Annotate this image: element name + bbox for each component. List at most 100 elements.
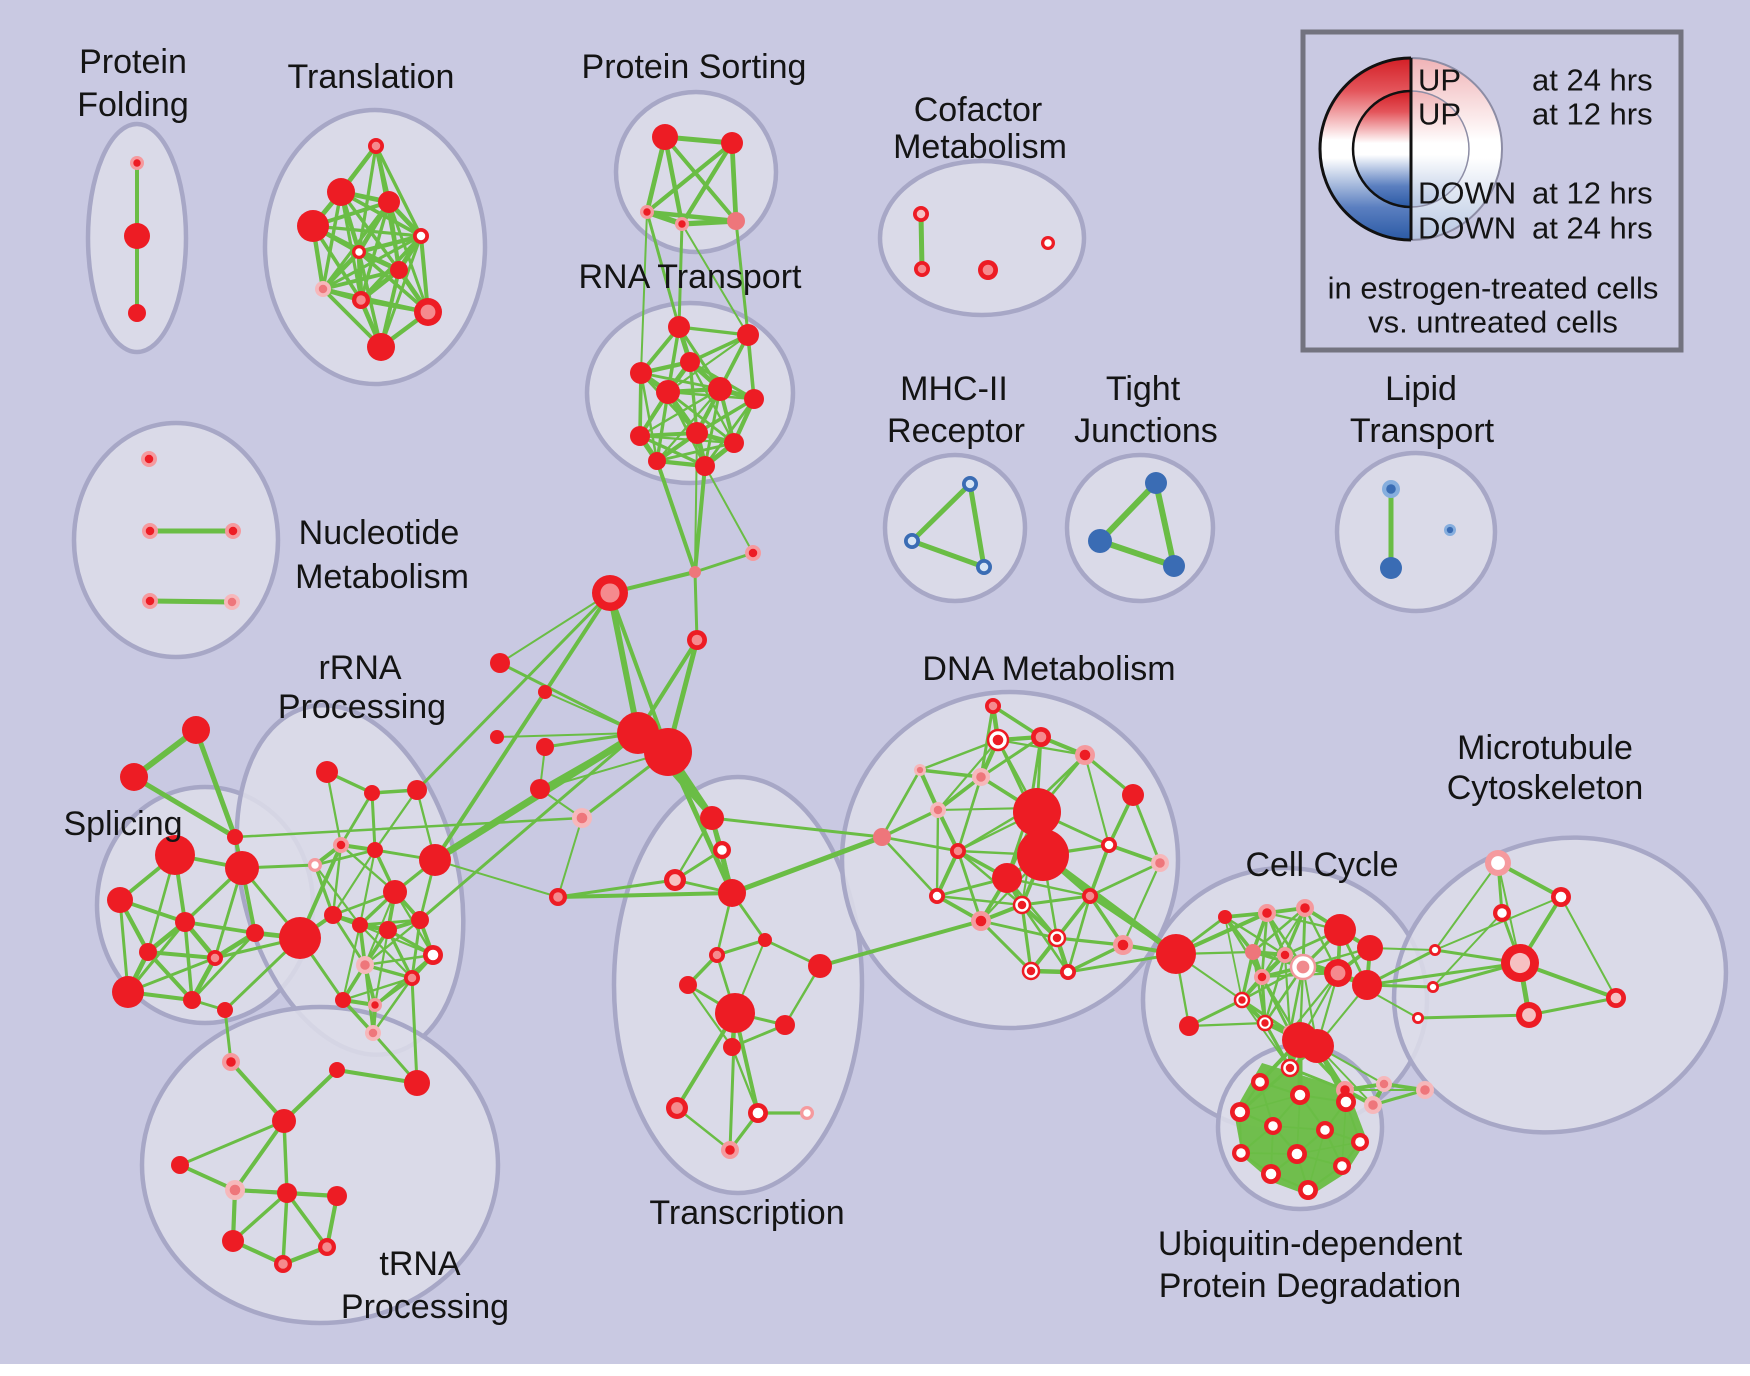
mhc-ii-receptor-edge [909,538,987,570]
translation-edge [379,234,423,349]
connectors-node-7 [538,685,552,699]
cofactor-metabolism-node-2 [978,260,998,280]
dna-metabolism-node-23 [873,828,891,846]
ubiquitin-degradation-node-2 [1336,1092,1356,1112]
rrna-processing-node-14 [404,970,420,986]
rna-transport-node-6 [744,389,764,409]
translation-node-6 [390,261,408,279]
rrna-processing-node-13 [356,956,374,974]
dna-metabolism-edge [1055,936,1125,947]
connectors-edge [131,774,238,840]
dna-metabolism-node-4 [930,802,946,818]
inter-cluster-edge [640,211,648,374]
cell-cycle-edge [1283,953,1292,1034]
microtubule-cytoskeleton-node-2 [1493,904,1511,922]
microtubule-cytoskeleton-node-1 [1551,887,1571,907]
dna-metabolism-edge [979,919,1033,973]
connectors-node-6 [490,653,510,673]
rna-transport-edge [639,371,659,463]
translation-node-3 [297,210,329,242]
transcription-node-11 [723,1038,741,1056]
dna-metabolism-label: DNA Metabolism [922,650,1175,688]
microtubule-cytoskeleton-node-3 [1501,944,1539,982]
inter-cluster-edge [1238,1066,1292,1114]
rrna-processing-edge [358,848,377,927]
dna-metabolism-node-16 [1012,895,1032,915]
translation-edge [356,233,424,255]
connectors-node-10 [530,779,550,799]
ubiquitin-degradation-edge [1239,1094,1301,1113]
microtubule-cytoskeleton-node-8 [1412,1012,1424,1024]
transcription-node-3 [549,888,567,906]
dna-metabolism-node-0 [986,728,1010,752]
dna-metabolism-node-18 [1113,935,1133,955]
microtubule-cytoskeleton-edge [1416,1013,1531,1020]
translation-edge [320,249,362,292]
rrna-processing-node-5 [367,842,383,858]
nucleotide-metabolism-edge [147,598,235,605]
ubiquitin-degradation-node-6 [1351,1133,1369,1151]
legend-dial-inner-left [1353,91,1411,207]
trna-processing-edge [178,1163,237,1192]
inter-cluster-edge [729,834,885,896]
rrna-processing-edge [325,770,343,847]
rrna-processing-node-17 [365,1025,381,1041]
cell-cycle-edge [1187,1021,1267,1028]
dna-metabolism-edge [956,849,1024,907]
microtubule-cytoskeleton-node-6 [1429,944,1441,956]
cell-cycle-edge [1263,953,1287,1025]
nodes [107,124,1626,1273]
cell-cycle-node-17 [1280,1058,1300,1078]
cell-cycle-node-22 [1218,910,1232,924]
protein-sorting-edge [679,140,735,227]
transcription-node-8 [715,993,755,1033]
transcription-node-9 [808,954,832,978]
connectors-node-17 [329,1062,345,1078]
rna-transport-edge [688,360,699,435]
microtubule-cytoskeleton-label: Microtubule [1457,729,1633,767]
cofactor-metabolism-node-3 [1041,236,1055,250]
protein-folding-node-1 [124,223,150,249]
mhc-ii-receptor-label: Receptor [887,412,1025,450]
inter-cluster-edge [433,591,612,862]
rrna-processing-edge [331,848,377,917]
transcription-node-1 [713,841,731,859]
inter-cluster-edge [557,817,583,898]
ubiquitin-degradation-label: Protein Degradation [1159,1267,1461,1305]
lipid-transport-node-2 [1444,524,1456,536]
rrna-processing-edge [341,923,362,1002]
dna-metabolism-edge [979,919,1059,940]
transcription-edge [556,878,677,899]
tight-junctions-edge [1097,538,1177,569]
rna-transport-node-1 [737,324,759,346]
trna-processing-edge [178,1119,286,1167]
dna-metabolism-node-17 [1047,928,1067,948]
translation-node-5 [352,245,366,259]
dna-metabolism-node-20 [1060,964,1076,980]
tight-junctions-region [1064,452,1216,604]
microtubule-cytoskeleton-label: Cytoskeleton [1447,769,1644,807]
cofactor-metabolism-label: Cofactor [914,91,1043,129]
trna-processing-node-5 [222,1230,244,1252]
ubiquitin-degradation-node-1 [1290,1085,1310,1105]
ubiquitin-degradation-node-4 [1264,1117,1282,1135]
cell-cycle-node-21 [1416,1081,1434,1099]
dna-metabolism-node-12 [1151,854,1169,872]
inter-cluster-edge [282,1068,339,1123]
dna-metabolism-node-7 [1013,788,1061,836]
rrna-processing-edge [313,848,377,867]
splicing-node-7 [183,991,201,1009]
rrna-processing-edge [363,953,435,967]
lipid-transport-region [1334,450,1498,614]
connectors-node-15 [217,1002,233,1018]
ubiquitin-degradation-node-0 [1251,1073,1269,1091]
translation-edge [321,268,401,291]
splicing-node-5 [207,950,223,966]
nucleotide-metabolism-label: Metabolism [295,558,469,596]
protein-sorting-node-2 [640,205,654,219]
dna-metabolism-edge [956,849,983,923]
protein-sorting-label: Protein Sorting [582,48,807,86]
legend-time-label: at 24 hrs [1532,211,1653,246]
